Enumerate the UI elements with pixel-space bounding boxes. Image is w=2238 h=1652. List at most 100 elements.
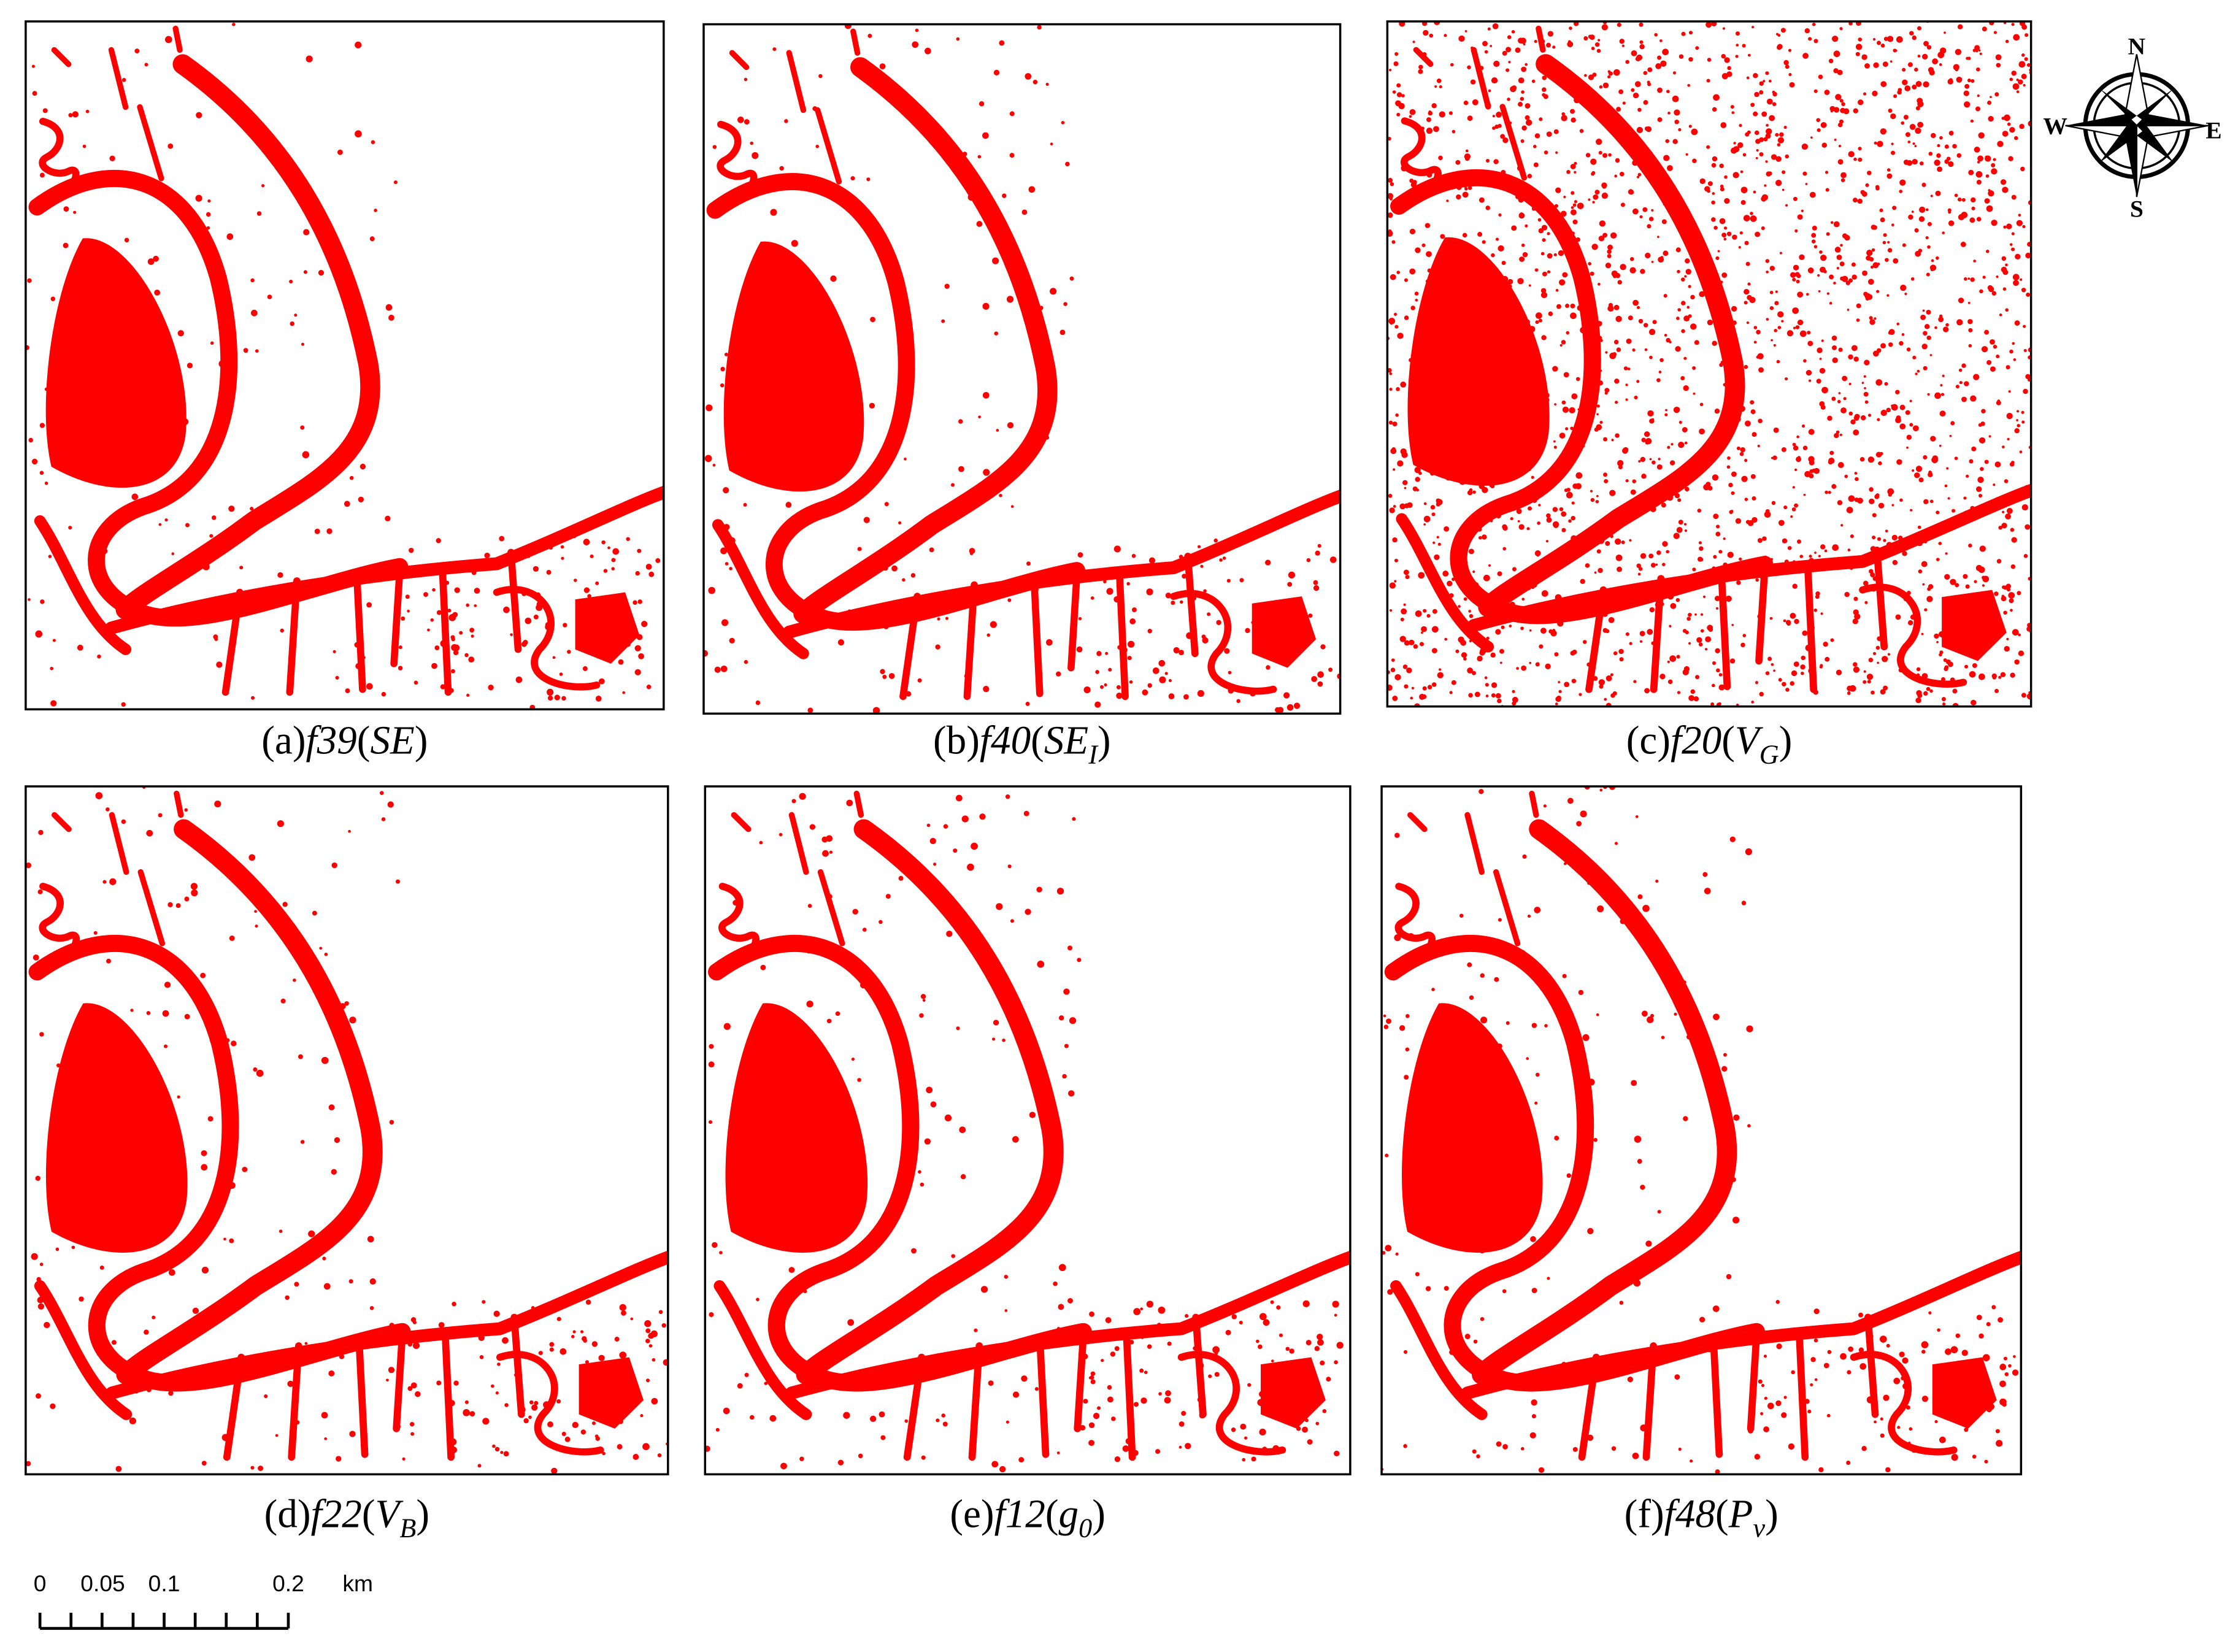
map-pixel (1709, 451, 1714, 457)
map-pixel (1271, 1359, 1274, 1362)
map-pixel (1517, 380, 1525, 387)
map-pixel (1110, 1351, 1116, 1357)
map-pixel (431, 663, 437, 669)
map-pixel (1515, 194, 1521, 199)
map-pixel (167, 143, 174, 149)
map-pixel (1490, 439, 1497, 445)
map-pixel (1745, 520, 1750, 524)
map-pixel (1604, 478, 1609, 483)
map-pixel (1455, 171, 1461, 177)
map-pixel (1936, 558, 1940, 561)
map-pixel (1547, 270, 1551, 274)
map-pixel (1542, 75, 1547, 80)
map-pixel (1735, 31, 1740, 36)
map-pixel (371, 140, 375, 144)
map-pixel (980, 1286, 988, 1293)
map-pixel (720, 547, 728, 555)
map-pixel (1478, 512, 1482, 516)
map-pixel (440, 684, 446, 690)
map-pixel (1891, 150, 1896, 155)
map-pixel (1444, 380, 1449, 385)
map-pixel (2010, 609, 2013, 612)
map-pixel (1733, 1114, 1740, 1121)
map-pixel (1394, 325, 1399, 329)
map-pixel (1695, 46, 1699, 50)
map-pixel (218, 360, 226, 367)
map-pixel (725, 562, 729, 566)
map-pixel (396, 1424, 401, 1429)
map-pixel (1799, 555, 1804, 558)
map-pixel (2016, 419, 2018, 421)
map-pixel (2011, 232, 2015, 236)
map-pixel (1942, 374, 1945, 377)
map-pixel (551, 1467, 558, 1474)
map-pixel (729, 1203, 734, 1208)
map-pixel (848, 609, 851, 612)
map-pixel (1898, 667, 1904, 673)
map-pixel (1482, 90, 1486, 93)
map-pixel (1007, 598, 1012, 602)
variable: P (1728, 1492, 1753, 1536)
map-pixel (554, 694, 560, 701)
map-pixel (1943, 658, 1947, 663)
map-pixel (1534, 374, 1539, 378)
map-pixel (549, 1347, 554, 1352)
map-pixel (1900, 285, 1907, 291)
map-pixel (1521, 597, 1525, 601)
map-pixel (1677, 308, 1682, 312)
map-pixel (919, 1013, 924, 1018)
map-pixel (1009, 111, 1015, 117)
map-pixel (1957, 197, 1962, 202)
map-pixel (1495, 693, 1501, 699)
map-pixel (1410, 394, 1413, 397)
map-pixel (1742, 44, 1746, 48)
map-pixel (1392, 90, 1396, 94)
map-pixel (1401, 94, 1405, 98)
map-pixel (1475, 1056, 1482, 1062)
map-pixel (1774, 329, 1778, 332)
map-pixel (1691, 128, 1698, 136)
map-pixel (1970, 277, 1975, 282)
map-pixel (1555, 288, 1559, 292)
map-pixel (1911, 1446, 1918, 1453)
map-pixel (1471, 622, 1474, 626)
map-pixel (2006, 412, 2013, 420)
map-pixel (2025, 374, 2031, 380)
map-pixel (398, 1394, 402, 1397)
map-pixel (1899, 498, 1903, 502)
map-pixel (1797, 291, 1804, 298)
map-pixel (1404, 684, 1409, 689)
map-pixel (1572, 219, 1578, 225)
map-pixel (1674, 493, 1680, 499)
map-pixel (2002, 186, 2009, 193)
map-pixel (1963, 90, 1969, 96)
map-pixel (191, 889, 198, 897)
map-pixel (1619, 1300, 1624, 1305)
map-pixel (1616, 347, 1621, 352)
map-pixel (248, 854, 256, 861)
paren-open: ( (1045, 1492, 1059, 1536)
map-pixel (1775, 1400, 1782, 1407)
map-pixel (164, 982, 171, 988)
map-pixel (1659, 358, 1664, 363)
map-pixel (1955, 1406, 1961, 1412)
map-pixel (663, 1359, 668, 1366)
map-pixel (1449, 605, 1455, 612)
map-pixel (983, 469, 990, 476)
map-pixel (1794, 503, 1799, 508)
map-pixel (1247, 1383, 1252, 1387)
map-pixel (1065, 161, 1070, 167)
map-pixel (1053, 1281, 1058, 1286)
map-pixel (1633, 1279, 1641, 1287)
map-pixel (1645, 252, 1651, 259)
map-pixel (1764, 184, 1767, 187)
map-pixel (1705, 1345, 1713, 1353)
map-pixel (93, 1092, 99, 1099)
map-pixel (580, 1330, 584, 1334)
map-pixel (991, 1037, 996, 1041)
map-pixel (1490, 45, 1493, 47)
map-pixel (1683, 385, 1689, 391)
map-pixel (1938, 631, 1945, 638)
map-pixel (1438, 253, 1443, 258)
map-pixel (1314, 1346, 1320, 1351)
